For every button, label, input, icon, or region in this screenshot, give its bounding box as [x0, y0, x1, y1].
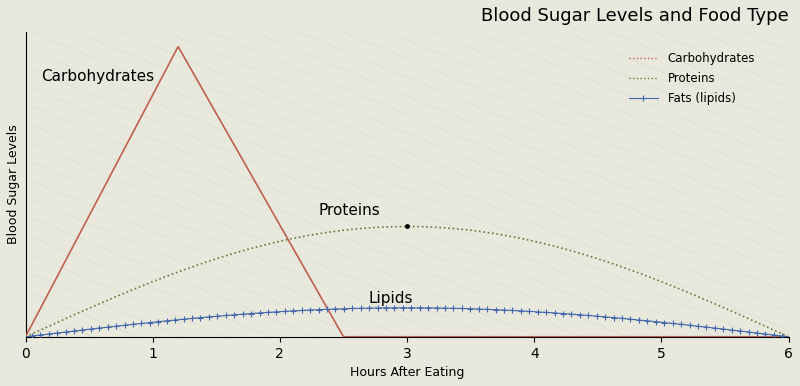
Carbohydrates: [622, 334, 631, 339]
Carbohydrates: [174, 44, 183, 49]
Proteins: [762, 324, 771, 329]
Line: Proteins: Proteins: [26, 227, 789, 337]
Proteins: [60, 317, 70, 322]
Proteins: [622, 266, 631, 271]
Carbohydrates: [784, 334, 794, 339]
Carbohydrates: [392, 334, 402, 339]
Text: Proteins: Proteins: [318, 203, 380, 218]
Proteins: [762, 325, 772, 329]
Text: Lipids: Lipids: [369, 291, 414, 306]
Text: Blood Sugar Levels and Food Type: Blood Sugar Levels and Food Type: [481, 7, 789, 25]
Proteins: [371, 225, 381, 230]
Carbohydrates: [60, 261, 70, 265]
X-axis label: Hours After Eating: Hours After Eating: [350, 366, 464, 379]
Carbohydrates: [21, 334, 30, 339]
Proteins: [784, 334, 794, 339]
Y-axis label: Blood Sugar Levels: Blood Sugar Levels: [7, 125, 20, 244]
Proteins: [402, 224, 412, 229]
Text: Carbohydrates: Carbohydrates: [41, 69, 154, 85]
Carbohydrates: [762, 334, 772, 339]
Carbohydrates: [762, 334, 771, 339]
Line: Carbohydrates: Carbohydrates: [26, 47, 789, 337]
Proteins: [21, 334, 30, 339]
Proteins: [392, 224, 402, 229]
Carbohydrates: [372, 334, 382, 339]
Legend: Carbohydrates, Proteins, Fats (lipids): Carbohydrates, Proteins, Fats (lipids): [624, 47, 760, 110]
